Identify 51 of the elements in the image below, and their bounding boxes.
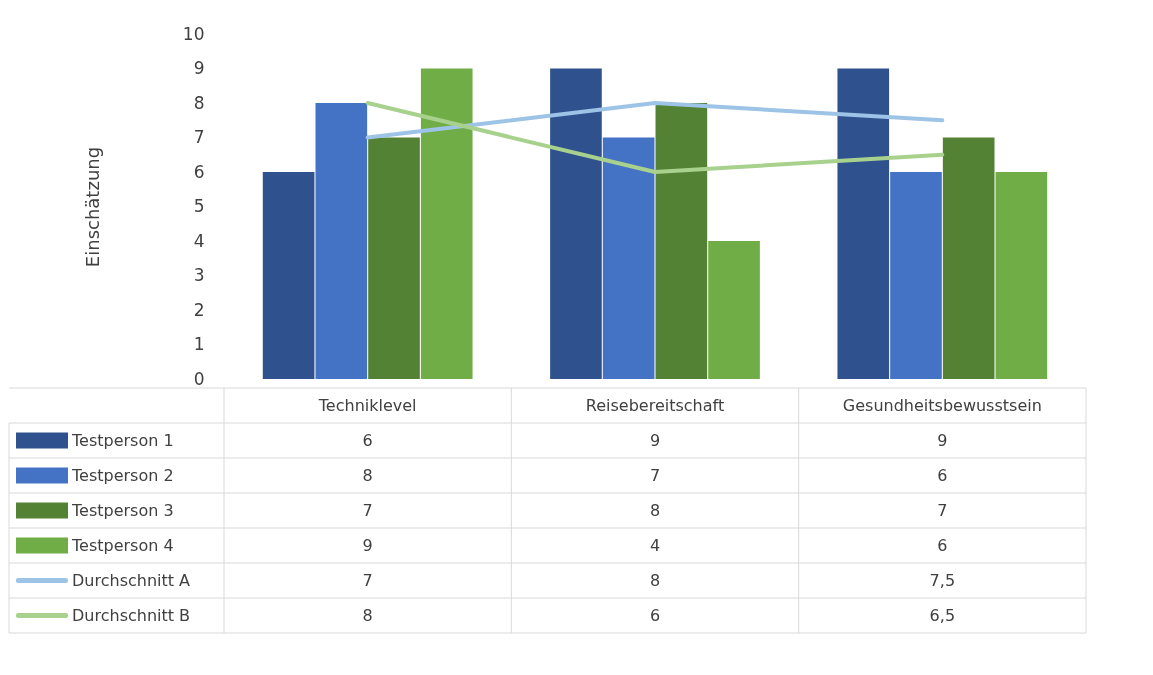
bar <box>420 68 473 379</box>
data-label: 7 <box>937 500 948 520</box>
data-label: 7 <box>362 500 373 520</box>
legend-label: Testperson 4 <box>71 535 174 555</box>
bar <box>315 103 368 379</box>
legend-label: Durchschnitt A <box>72 570 191 590</box>
y-tick-label: 7 <box>193 127 205 147</box>
y-tick-label: 3 <box>193 265 205 285</box>
data-label: 9 <box>362 535 373 555</box>
data-label: 6,5 <box>929 605 956 625</box>
data-label: 8 <box>649 570 661 590</box>
y-tick-label: 1 <box>193 334 205 354</box>
data-label: 9 <box>649 430 661 450</box>
y-tick-label: 2 <box>193 299 205 320</box>
y-tick-label: 5 <box>193 196 205 216</box>
data-label: 6 <box>362 430 373 450</box>
data-label: 8 <box>362 605 373 625</box>
bar <box>995 172 1048 379</box>
data-label: 8 <box>649 500 661 520</box>
y-tick-label: 8 <box>193 92 205 113</box>
data-label: 6 <box>649 605 661 625</box>
y-tick-label: 0 <box>193 368 205 389</box>
legend-label: Durchschnitt B <box>72 605 191 625</box>
legend-label: Testperson 2 <box>71 465 174 485</box>
bar <box>368 137 420 379</box>
bar <box>550 68 602 379</box>
x-tick-label: Reisebereitschaft <box>585 395 725 415</box>
x-tick-label: Gesundheitsbewusstsein <box>842 395 1042 415</box>
data-label: 9 <box>937 430 948 450</box>
legend-label: Testperson 1 <box>71 430 174 450</box>
y-axis-title: Einschätzung <box>81 146 103 268</box>
bar <box>262 172 315 379</box>
bar <box>602 137 655 379</box>
y-tick-label: 4 <box>193 230 205 251</box>
y-tick-label: 10 <box>182 23 205 44</box>
data-label: 6 <box>937 465 948 485</box>
bar <box>942 137 995 379</box>
data-label: 4 <box>649 535 661 555</box>
data-label: 7,5 <box>929 570 956 590</box>
bar <box>655 103 708 379</box>
bar <box>837 68 890 379</box>
data-label: 6 <box>937 535 948 555</box>
y-tick-label: 6 <box>193 161 205 182</box>
x-tick-label: Techniklevel <box>317 395 417 415</box>
bar <box>890 172 942 379</box>
bar <box>708 241 760 379</box>
data-label: 7 <box>362 570 373 590</box>
data-label: 8 <box>362 465 373 485</box>
legend-label: Testperson 3 <box>71 500 174 520</box>
data-label: 7 <box>649 465 661 485</box>
y-tick-label: 9 <box>193 58 205 78</box>
